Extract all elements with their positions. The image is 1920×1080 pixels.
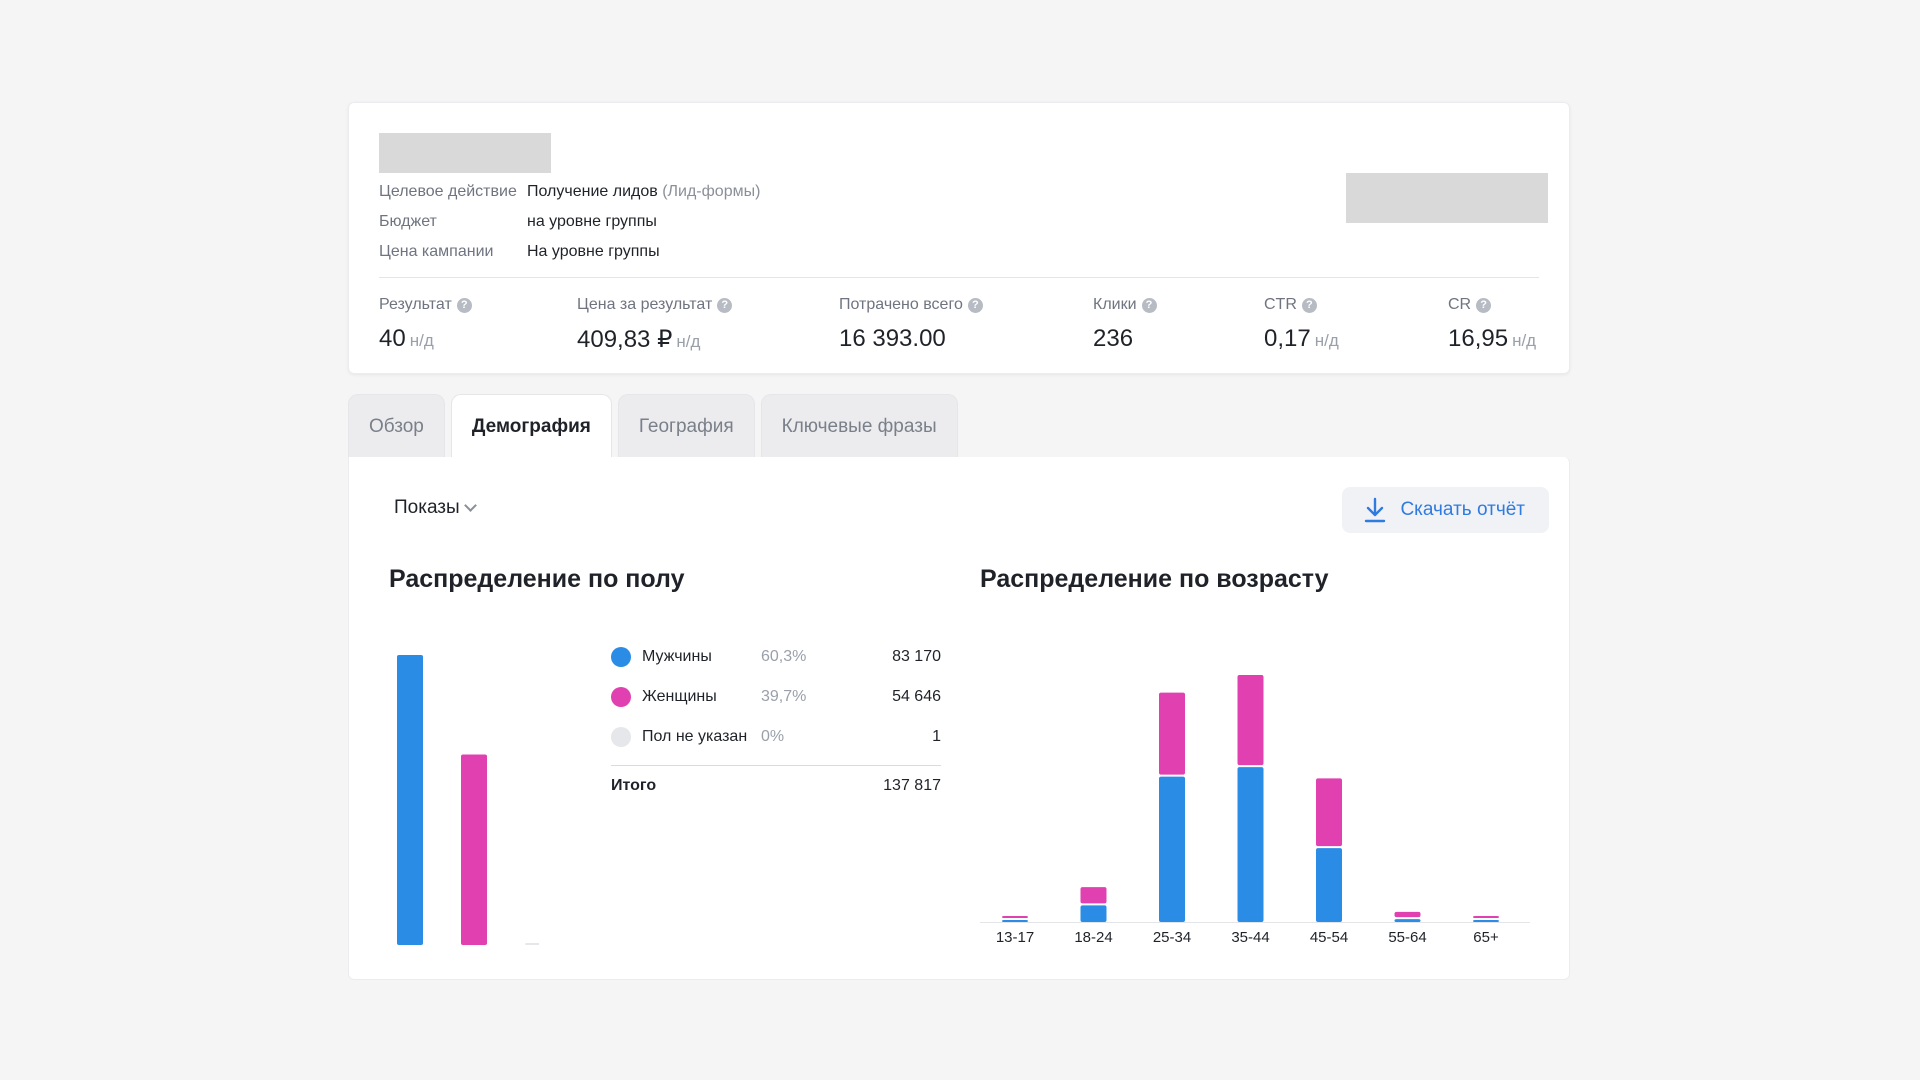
- legend-total-row: Итого 137 817: [611, 777, 941, 794]
- campaign-card: Целевое действие Получение лидов (Лид-фо…: [348, 102, 1570, 374]
- info-value: На уровне группы: [527, 243, 660, 260]
- age-bar-female-65+: [1473, 916, 1499, 918]
- age-bar-male-18-24: [1080, 905, 1107, 922]
- download-report-label: Скачать отчёт: [1400, 499, 1525, 520]
- info-label: Цена кампании: [379, 243, 494, 260]
- help-icon[interactable]: ?: [456, 297, 472, 313]
- info-row-campaign-price: Цена кампании На уровне группы: [379, 237, 760, 267]
- age-bar-female-13-17: [1002, 916, 1028, 918]
- info-row-budget: Бюджет на уровне группы: [379, 207, 760, 237]
- tab-geography[interactable]: География: [617, 394, 755, 458]
- demography-panel: Показы Скачать отчёт Распределение по по…: [348, 457, 1570, 980]
- age-chart-title: Распределение по возрасту: [980, 565, 1329, 593]
- metric-result: Результат? 40 н/д: [379, 293, 472, 353]
- age-bar-male-55-64: [1394, 919, 1421, 922]
- tab-key-phrases[interactable]: Ключевые фразы: [760, 394, 958, 458]
- gender-bar-2: [525, 943, 539, 945]
- male-dot-icon: [611, 647, 631, 667]
- campaign-title-placeholder: [379, 133, 551, 173]
- metric-dropdown[interactable]: Показы: [394, 497, 477, 519]
- legend-row-male: Мужчины 60,3% 83 170: [611, 637, 941, 677]
- campaign-action-placeholder: [1346, 173, 1548, 223]
- metric-cr: CR? 16,95 н/д: [1448, 296, 1537, 352]
- unknown-dot-icon: [611, 727, 631, 747]
- age-tick-label: 18-24: [1074, 929, 1112, 946]
- age-bar-female-18-24: [1080, 887, 1107, 904]
- age-bar-male-13-17: [1002, 920, 1028, 922]
- help-icon[interactable]: ?: [717, 297, 733, 313]
- age-bar-male-45-54: [1316, 848, 1342, 922]
- info-value: на уровне группы: [527, 213, 657, 230]
- age-bar-male-25-34: [1159, 776, 1185, 922]
- age-bar-male-35-44: [1237, 767, 1264, 922]
- age-tick-label: 65+: [1473, 929, 1499, 946]
- age-tick-label: 55-64: [1388, 929, 1426, 946]
- age-tick-label: 13-17: [996, 929, 1034, 946]
- help-icon[interactable]: ?: [967, 297, 983, 313]
- metric-spent-total: Потрачено всего? 16 393.00: [839, 293, 983, 353]
- legend-row-female: Женщины 39,7% 54 646: [611, 677, 941, 717]
- gender-bar-chart: [397, 655, 539, 945]
- info-label: Бюджет: [379, 213, 437, 230]
- metric-cost-per-result: Цена за результат? 409,83 ₽ н/д: [577, 293, 733, 354]
- age-bar-chart: 13-17 18-24 25-34 35-44 45-54 55-64 65+: [980, 675, 1530, 946]
- chevron-down-icon: [463, 499, 477, 512]
- divider: [379, 277, 1539, 278]
- metric-clicks: Клики? 236: [1093, 293, 1157, 353]
- tab-demography[interactable]: Демография: [450, 394, 612, 458]
- tab-overview[interactable]: Обзор: [348, 394, 445, 458]
- campaign-info: Целевое действие Получение лидов (Лид-фо…: [379, 177, 760, 267]
- age-bar-female-55-64: [1394, 911, 1421, 918]
- age-tick-label: 45-54: [1310, 929, 1348, 946]
- download-icon: [1365, 497, 1386, 523]
- age-tick-label: 35-44: [1231, 929, 1269, 946]
- legend-divider: [611, 765, 941, 766]
- metric-dropdown-label: Показы: [394, 497, 460, 518]
- gender-bar-0: [397, 655, 423, 945]
- info-value: Получение лидов (Лид-формы): [527, 183, 761, 200]
- female-dot-icon: [611, 687, 631, 707]
- gender-bar-1: [461, 754, 487, 945]
- age-bar-female-25-34: [1159, 692, 1185, 775]
- metric-ctr: CTR? 0,17 н/д: [1264, 296, 1339, 352]
- help-icon[interactable]: ?: [1476, 297, 1492, 313]
- age-tick-label: 25-34: [1153, 929, 1191, 946]
- info-row-target-action: Целевое действие Получение лидов (Лид-фо…: [379, 177, 760, 207]
- report-tabs: Обзор Демография География Ключевые фраз…: [348, 394, 958, 458]
- info-label: Целевое действие: [379, 183, 517, 200]
- legend-row-unknown: Пол не указан 0% 1: [611, 717, 941, 757]
- gender-chart-title: Распределение по полу: [389, 565, 685, 593]
- age-bar-female-45-54: [1316, 778, 1342, 847]
- help-icon[interactable]: ?: [1141, 297, 1157, 313]
- age-bar-male-65+: [1473, 920, 1499, 922]
- download-report-button[interactable]: Скачать отчёт: [1342, 487, 1549, 533]
- gender-legend: Мужчины 60,3% 83 170 Женщины 39,7% 54 64…: [611, 637, 941, 806]
- age-bar-female-35-44: [1237, 675, 1264, 766]
- help-icon[interactable]: ?: [1301, 297, 1317, 313]
